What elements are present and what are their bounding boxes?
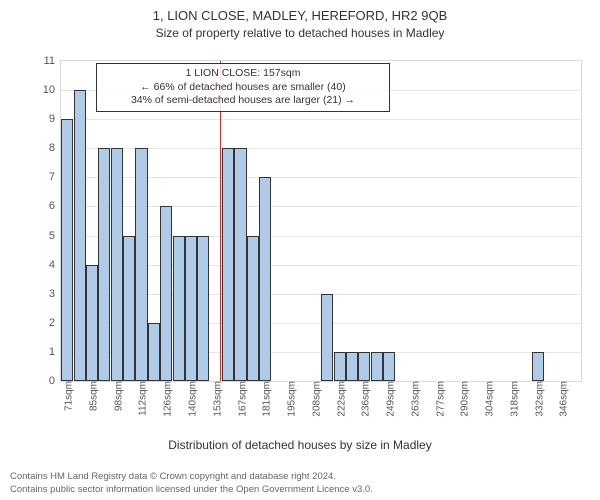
y-tick: 2 xyxy=(49,317,61,329)
bar xyxy=(61,119,73,381)
y-tick: 8 xyxy=(49,142,61,154)
x-tick: 332sqm xyxy=(530,381,545,417)
bar xyxy=(234,148,246,381)
x-tick: 112sqm xyxy=(134,381,149,416)
x-tick: 249sqm xyxy=(382,381,397,417)
y-tick: 7 xyxy=(49,171,61,183)
bar xyxy=(173,236,185,381)
x-tick: 208sqm xyxy=(307,381,322,417)
x-tick: 153sqm xyxy=(208,381,223,417)
footer-line-1: Contains HM Land Registry data © Crown c… xyxy=(10,471,373,483)
x-tick: 140sqm xyxy=(184,381,199,417)
bar xyxy=(346,352,358,381)
bar xyxy=(371,352,383,381)
bar xyxy=(86,265,98,381)
annotation-line: ← 66% of detached houses are smaller (40… xyxy=(103,81,383,95)
bar xyxy=(383,352,395,381)
bar xyxy=(111,148,123,381)
chart-subtitle: Size of property relative to detached ho… xyxy=(0,26,600,40)
y-tick: 6 xyxy=(49,200,61,212)
bar xyxy=(197,236,209,381)
bar xyxy=(74,90,86,381)
x-tick: 85sqm xyxy=(84,381,99,411)
x-tick: 71sqm xyxy=(60,381,75,411)
y-tick: 3 xyxy=(49,288,61,300)
x-tick: 181sqm xyxy=(258,381,273,417)
plot-area: 0123456789101171sqm85sqm98sqm112sqm126sq… xyxy=(60,60,582,382)
footer-line-2: Contains public sector information licen… xyxy=(10,484,373,496)
x-axis-label: Distribution of detached houses by size … xyxy=(0,438,600,452)
x-tick: 222sqm xyxy=(332,381,347,417)
gridline xyxy=(61,119,581,120)
y-tick: 11 xyxy=(44,55,61,67)
x-tick: 346sqm xyxy=(555,381,570,417)
x-tick: 167sqm xyxy=(233,381,248,417)
x-tick: 263sqm xyxy=(406,381,421,417)
x-tick: 290sqm xyxy=(456,381,471,417)
annotation-line: 34% of semi-detached houses are larger (… xyxy=(103,94,383,108)
footer-attribution: Contains HM Land Registry data © Crown c… xyxy=(10,471,373,496)
bar xyxy=(358,352,370,381)
bar xyxy=(123,236,135,381)
x-tick: 304sqm xyxy=(481,381,496,417)
chart-title: 1, LION CLOSE, MADLEY, HEREFORD, HR2 9QB xyxy=(0,8,600,23)
x-tick: 236sqm xyxy=(357,381,372,417)
bar xyxy=(222,148,234,381)
annotation-box: 1 LION CLOSE: 157sqm← 66% of detached ho… xyxy=(96,63,390,112)
y-tick: 10 xyxy=(43,84,61,96)
x-tick: 98sqm xyxy=(109,381,124,411)
bar xyxy=(532,352,544,381)
x-tick: 318sqm xyxy=(505,381,520,417)
bar xyxy=(148,323,160,381)
bar xyxy=(98,148,110,381)
bar xyxy=(160,206,172,381)
y-tick: 9 xyxy=(49,113,61,125)
bar xyxy=(321,294,333,381)
bar xyxy=(259,177,271,381)
y-tick: 4 xyxy=(49,259,61,271)
chart-container: { "chart": { "type": "histogram", "title… xyxy=(0,0,600,500)
x-tick: 126sqm xyxy=(159,381,174,417)
annotation-line: 1 LION CLOSE: 157sqm xyxy=(103,67,383,81)
bar xyxy=(185,236,197,381)
bar xyxy=(247,236,259,381)
x-tick: 195sqm xyxy=(283,381,298,417)
y-tick: 1 xyxy=(49,346,61,358)
x-tick: 277sqm xyxy=(431,381,446,417)
bar xyxy=(334,352,346,381)
y-tick: 5 xyxy=(49,230,61,242)
bar xyxy=(135,148,147,381)
